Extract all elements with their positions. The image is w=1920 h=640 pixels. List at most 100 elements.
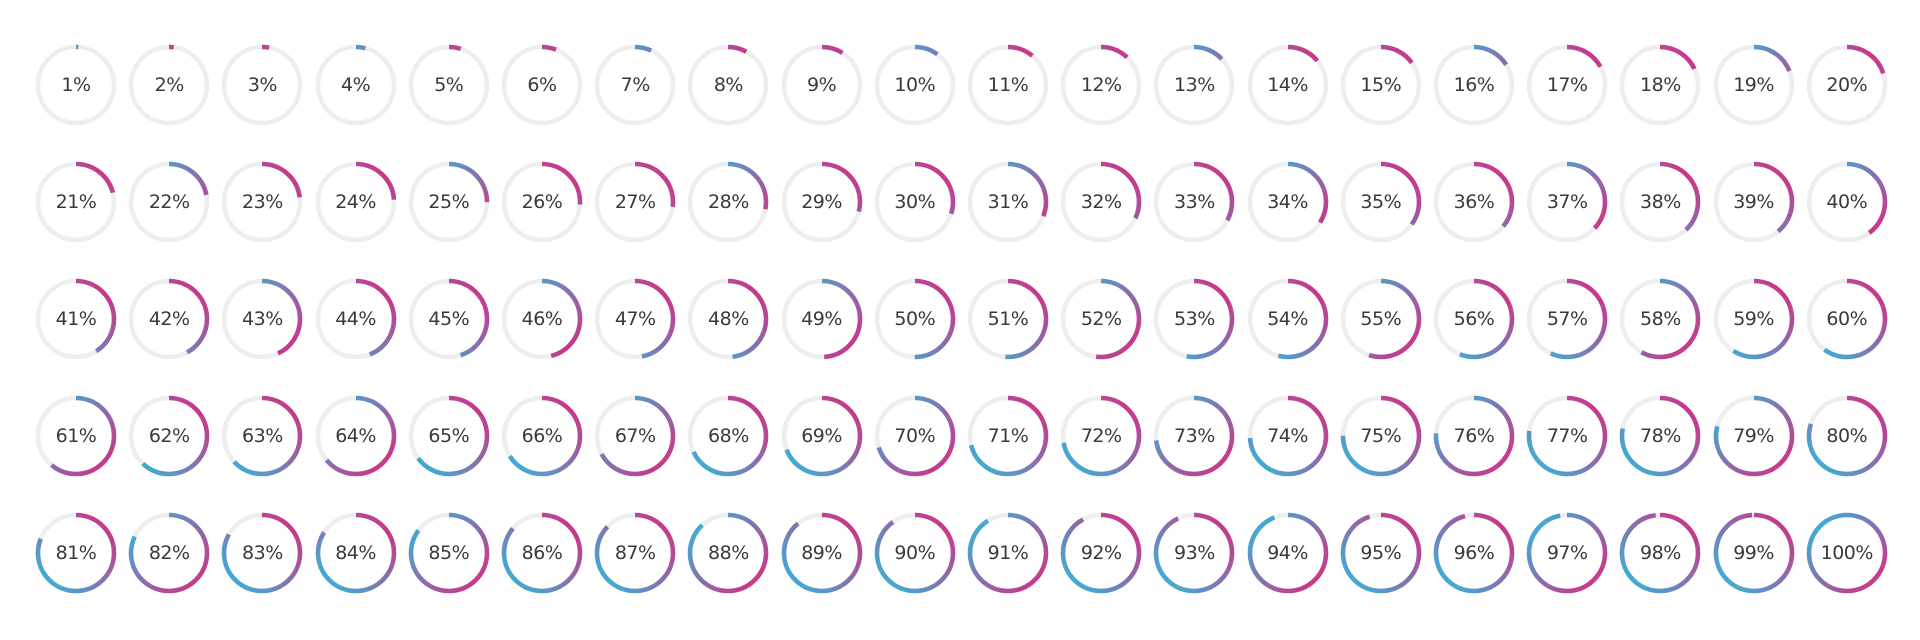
ring-percent-label: 23% bbox=[242, 191, 283, 213]
ring-progress-arc bbox=[1340, 44, 1422, 126]
progress-ring-graphic bbox=[874, 44, 956, 126]
progress-ring: 74% bbox=[1243, 391, 1333, 481]
ring-percent-label: 59% bbox=[1733, 308, 1774, 330]
progress-ring-graphic bbox=[688, 44, 769, 126]
progress-ring: 34% bbox=[1243, 157, 1333, 247]
ring-progress-arc bbox=[1340, 512, 1422, 594]
progress-ring: 77% bbox=[1522, 391, 1612, 481]
ring-percent-label: 6% bbox=[527, 74, 557, 96]
ring-percent-label: 37% bbox=[1546, 191, 1588, 213]
progress-ring: 98% bbox=[1615, 508, 1705, 598]
progress-ring-graphic bbox=[1154, 395, 1235, 477]
progress-ring: 6% bbox=[497, 40, 587, 130]
ring-progress-arc bbox=[688, 44, 769, 126]
ring-percent-label: 30% bbox=[894, 191, 936, 213]
ring-percent-label: 20% bbox=[1826, 74, 1868, 96]
ring-percent-label: 51% bbox=[987, 308, 1029, 330]
ring-percent-label: 60% bbox=[1826, 308, 1868, 330]
progress-ring: 94% bbox=[1243, 508, 1333, 598]
progress-ring: 36% bbox=[1429, 157, 1519, 247]
progress-ring-graphic bbox=[688, 512, 769, 594]
progress-ring-graphic bbox=[688, 161, 769, 243]
progress-ring-graphic bbox=[222, 44, 303, 126]
ring-progress-arc bbox=[222, 161, 303, 243]
ring-progress-arc bbox=[1247, 512, 1328, 594]
ring-progress-arc bbox=[1526, 512, 1608, 594]
progress-ring-graphic bbox=[408, 395, 490, 477]
progress-ring: 12% bbox=[1056, 40, 1146, 130]
progress-ring-graphic bbox=[315, 161, 396, 243]
progress-ring-graphic bbox=[1806, 161, 1888, 243]
progress-ring: 59% bbox=[1709, 274, 1799, 364]
ring-progress-arc bbox=[501, 278, 583, 360]
progress-ring-graphic bbox=[1060, 44, 1142, 126]
progress-ring-graphic bbox=[1060, 512, 1142, 594]
ring-percent-label: 89% bbox=[801, 542, 842, 564]
progress-ring-graphic bbox=[594, 512, 676, 594]
progress-ring-graphic bbox=[1060, 161, 1142, 243]
progress-ring: 24% bbox=[311, 157, 401, 247]
ring-progress-arc bbox=[35, 395, 117, 477]
ring-progress-arc bbox=[128, 161, 210, 243]
ring-percent-label: 40% bbox=[1826, 191, 1868, 213]
ring-progress-arc bbox=[1713, 512, 1794, 594]
ring-progress-arc bbox=[408, 161, 490, 243]
ring-percent-label: 42% bbox=[148, 308, 190, 330]
ring-percent-label: 25% bbox=[428, 191, 470, 213]
progress-ring-graphic bbox=[128, 44, 210, 126]
ring-percent-label: 78% bbox=[1640, 425, 1681, 447]
progress-ring: 71% bbox=[963, 391, 1053, 481]
progress-ring-graphic bbox=[1713, 161, 1794, 243]
ring-percent-label: 68% bbox=[708, 425, 749, 447]
progress-ring: 57% bbox=[1522, 274, 1612, 364]
progress-ring: 84% bbox=[311, 508, 401, 598]
progress-ring-graphic bbox=[1060, 278, 1142, 360]
ring-percent-label: 26% bbox=[521, 191, 563, 213]
ring-percent-label: 90% bbox=[894, 542, 936, 564]
progress-ring-graphic bbox=[1620, 278, 1701, 360]
progress-ring-graphic bbox=[874, 395, 956, 477]
ring-percent-label: 81% bbox=[55, 542, 97, 564]
ring-progress-arc bbox=[501, 161, 583, 243]
progress-ring-graphic bbox=[501, 512, 583, 594]
progress-ring: 32% bbox=[1056, 157, 1146, 247]
ring-percent-label: 63% bbox=[242, 425, 283, 447]
progress-ring: 4% bbox=[311, 40, 401, 130]
ring-percent-label: 56% bbox=[1453, 308, 1495, 330]
ring-progress-arc bbox=[222, 278, 303, 360]
ring-progress-arc bbox=[501, 395, 583, 477]
progress-ring: 29% bbox=[777, 157, 867, 247]
ring-percent-label: 71% bbox=[987, 425, 1029, 447]
progress-ring: 7% bbox=[590, 40, 680, 130]
ring-percent-label: 70% bbox=[894, 425, 936, 447]
progress-ring: 87% bbox=[590, 508, 680, 598]
progress-ring: 100% bbox=[1802, 508, 1892, 598]
ring-percent-label: 47% bbox=[614, 308, 656, 330]
progress-ring-graphic bbox=[1433, 161, 1515, 243]
progress-ring: 21% bbox=[31, 157, 121, 247]
progress-ring-graphic bbox=[35, 161, 117, 243]
ring-progress-arc bbox=[408, 395, 490, 477]
progress-ring-graphic bbox=[1526, 44, 1608, 126]
ring-progress-arc bbox=[688, 161, 769, 243]
ring-percent-label: 88% bbox=[708, 542, 749, 564]
progress-ring: 67% bbox=[590, 391, 680, 481]
ring-percent-label: 24% bbox=[335, 191, 376, 213]
ring-progress-arc bbox=[781, 278, 862, 360]
progress-ring: 31% bbox=[963, 157, 1053, 247]
ring-percent-label: 4% bbox=[341, 74, 371, 96]
progress-ring-graphic bbox=[35, 278, 117, 360]
progress-ring: 96% bbox=[1429, 508, 1519, 598]
ring-percent-label: 33% bbox=[1174, 191, 1215, 213]
ring-progress-arc bbox=[1060, 512, 1142, 594]
progress-ring-graphic bbox=[688, 395, 769, 477]
ring-percent-label: 97% bbox=[1546, 542, 1588, 564]
progress-ring: 89% bbox=[777, 508, 867, 598]
ring-percent-label: 28% bbox=[708, 191, 749, 213]
ring-percent-label: 9% bbox=[807, 74, 837, 96]
ring-percent-label: 12% bbox=[1080, 74, 1122, 96]
ring-progress-arc bbox=[128, 278, 210, 360]
ring-progress-arc bbox=[315, 161, 396, 243]
progress-ring: 5% bbox=[404, 40, 494, 130]
progress-ring-graphic bbox=[35, 44, 117, 126]
